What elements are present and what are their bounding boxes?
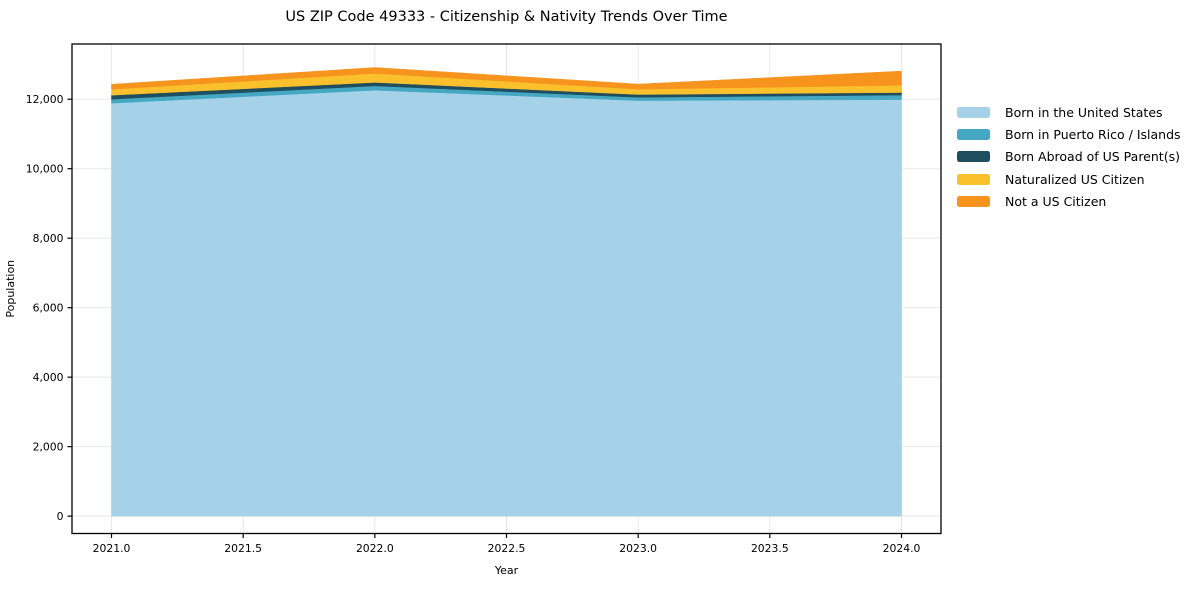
legend-swatch-icon xyxy=(957,106,990,118)
legend-label: Born in Puerto Rico / Islands xyxy=(1005,127,1181,143)
legend-swatch-icon xyxy=(957,173,990,185)
legend-item-born-in-puerto-rico-islands: Born in Puerto Rico / Islands xyxy=(957,123,1181,145)
legend-label: Not a US Citizen xyxy=(1005,194,1107,210)
legend-label: Naturalized US Citizen xyxy=(1005,171,1145,187)
x-tick-label: 2022.0 xyxy=(356,542,394,555)
legend-swatch-icon xyxy=(957,151,990,163)
legend-item-born-abroad-of-us-parent-s: Born Abroad of US Parent(s) xyxy=(957,146,1181,168)
x-tick-label: 2021.5 xyxy=(224,542,262,555)
x-tick-label: 2023.0 xyxy=(619,542,657,555)
y-tick-label: 6,000 xyxy=(33,301,64,314)
y-tick-label: 4,000 xyxy=(33,371,64,384)
legend-item-naturalized-us-citizen: Naturalized US Citizen xyxy=(957,168,1181,190)
x-tick-label: 2021.0 xyxy=(93,542,131,555)
y-tick-label: 8,000 xyxy=(33,232,64,245)
y-tick-label: 0 xyxy=(57,510,64,523)
y-axis-label: Population xyxy=(4,260,17,318)
x-tick-label: 2024.0 xyxy=(883,542,921,555)
legend-swatch-icon xyxy=(957,196,990,208)
legend-item-born-in-the-united-states: Born in the United States xyxy=(957,101,1181,123)
legend-label: Born in the United States xyxy=(1005,104,1163,120)
legend: Born in the United States Born in Puerto … xyxy=(957,101,1181,213)
area-series-born-in-the-united-states xyxy=(111,89,902,517)
x-axis-label: Year xyxy=(494,564,519,577)
x-tick-label: 2023.5 xyxy=(751,542,789,555)
area-series-not-a-us-citizen xyxy=(111,67,902,90)
legend-label: Born Abroad of US Parent(s) xyxy=(1005,149,1180,165)
y-tick-label: 2,000 xyxy=(33,440,64,453)
chart-title: US ZIP Code 49333 - Citizenship & Nativi… xyxy=(285,9,728,25)
y-tick-label: 10,000 xyxy=(26,163,64,176)
legend-swatch-icon xyxy=(957,129,990,141)
y-tick-label: 12,000 xyxy=(26,93,64,106)
legend-item-not-a-us-citizen: Not a US Citizen xyxy=(957,191,1181,213)
x-tick-label: 2022.5 xyxy=(488,542,526,555)
